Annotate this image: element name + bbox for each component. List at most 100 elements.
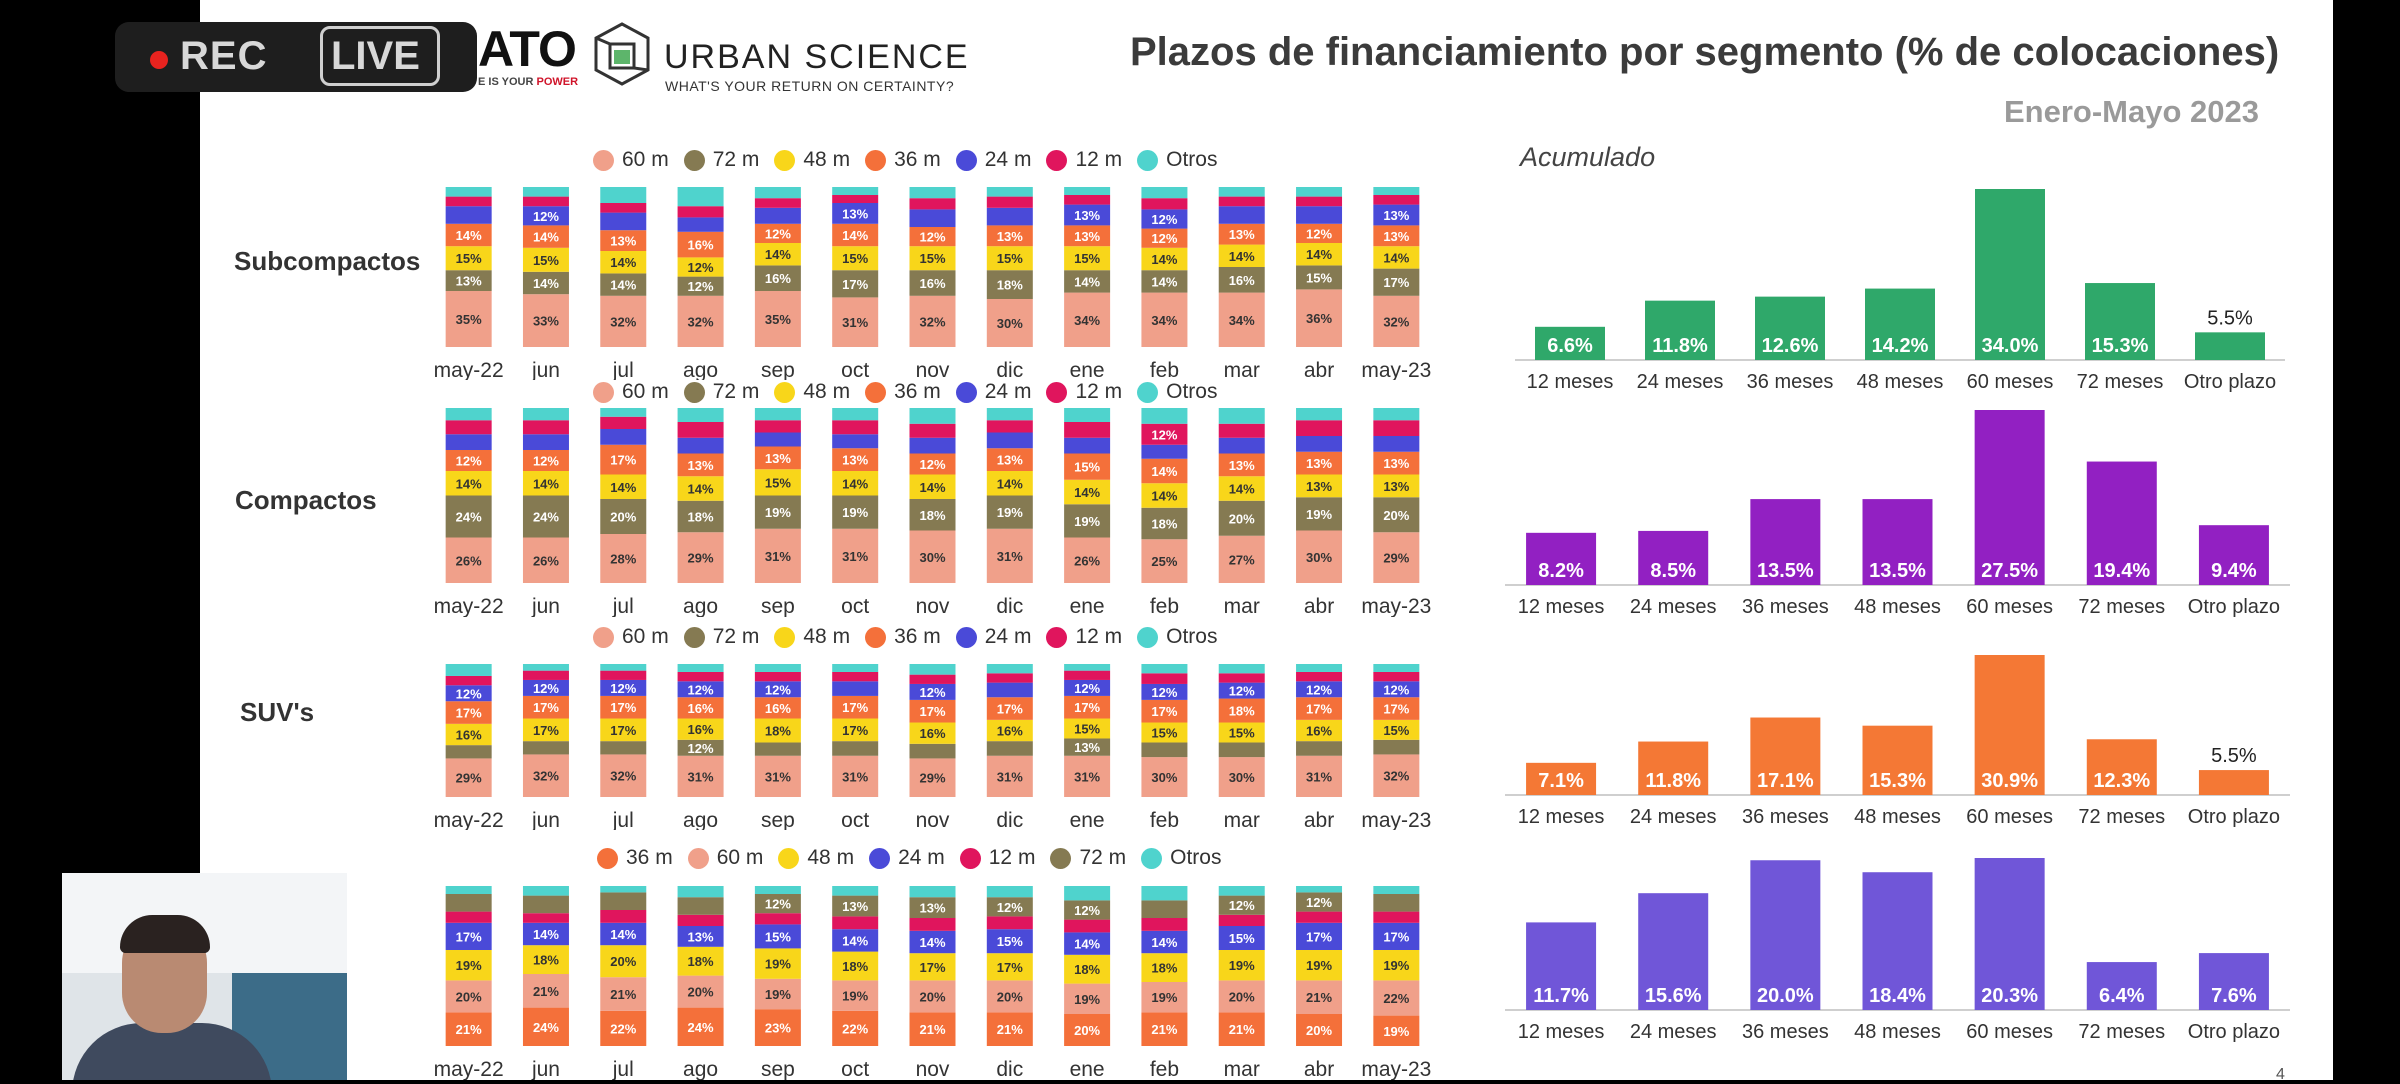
legend-swatch	[1141, 847, 1163, 869]
stacked-bar-segment	[522, 886, 569, 896]
stacked-bar-segment	[677, 755, 724, 797]
stacked-bar-segment	[1296, 697, 1343, 720]
legend-label: 48 m	[807, 846, 855, 869]
stacked-bar-segment	[832, 671, 879, 682]
stacked-bar-segment	[600, 977, 647, 1011]
stacked-data-label: 13%	[997, 453, 1023, 468]
cumulative-chart-suvs: 7.1% 12 meses 11.8% 24 meses 17.1% 36 meses 15…	[1505, 655, 2290, 828]
stacked-bar-segment	[1141, 408, 1188, 424]
stacked-data-label: 13%	[1074, 229, 1100, 244]
stacked-bar-segment	[754, 664, 801, 672]
x-tick-label: jul	[612, 1058, 634, 1080]
x-tick-label: may-23	[1361, 1058, 1431, 1080]
stacked-bar-segment	[832, 755, 879, 797]
stacked-bar-segment	[522, 718, 569, 742]
stacked-bar-segment	[986, 886, 1033, 898]
stacked-bar-segment	[1064, 225, 1111, 247]
x-tick-label: may-22	[434, 809, 504, 830]
legend-item: 48 m	[774, 625, 850, 649]
x-tick-label: may-23	[1361, 595, 1431, 617]
stacked-bar-segment	[1141, 918, 1188, 931]
x-tick-label: 48 meses	[1854, 806, 1941, 828]
stacked-data-label: 13%	[1229, 458, 1255, 473]
stacked-bar-segment	[1296, 420, 1343, 436]
urban-science-logo-icon	[594, 22, 650, 86]
stacked-bar-segment	[1141, 228, 1188, 248]
stacked-data-label: 18%	[688, 954, 714, 969]
stacked-data-label: 36%	[1306, 311, 1332, 326]
stacked-data-label: 14%	[1151, 489, 1177, 504]
stacked-bar-segment	[1296, 289, 1343, 347]
stacked-bar-segment	[522, 1007, 569, 1046]
stacked-bar-segment	[522, 225, 569, 248]
stacked-bar-segment	[1064, 187, 1111, 195]
stacked-bar-segment	[986, 980, 1033, 1013]
stacked-data-label: 17%	[842, 700, 868, 715]
stacked-data-label: 15%	[997, 251, 1023, 266]
cumulative-data-label: 17.1%	[1757, 770, 1814, 792]
stacked-bar-segment	[986, 432, 1033, 449]
stacked-bar-segment	[1064, 479, 1111, 505]
stacked-data-label: 30%	[1229, 770, 1255, 785]
stacked-data-label: 12%	[688, 741, 714, 756]
stacked-bar-segment	[1064, 919, 1111, 933]
stacked-bar-segment	[1064, 932, 1111, 955]
x-tick-label: 72 meses	[2078, 596, 2165, 618]
cumulative-data-label: 18.4%	[1869, 985, 1926, 1007]
stacked-bar-segment	[1296, 681, 1343, 698]
stacked-bar-segment	[677, 532, 724, 583]
stacked-data-label: 13%	[688, 458, 714, 473]
stacked-bar-segment	[1141, 483, 1188, 508]
stacked-bar-segment	[754, 469, 801, 496]
stacked-bar-segment	[1064, 695, 1111, 719]
stacked-data-label: 34%	[1229, 313, 1255, 328]
stacked-data-label: 13%	[1383, 479, 1409, 494]
stacked-data-label: 12%	[765, 226, 791, 241]
stacked-bar-segment	[909, 209, 956, 227]
stacked-bar-segment	[1218, 757, 1265, 797]
x-tick-label: oct	[841, 359, 869, 380]
cumulative-bar	[1975, 189, 2045, 360]
x-tick-label: 12 meses	[1518, 596, 1605, 618]
stacked-bar-segment	[1218, 950, 1265, 981]
stacked-data-label: 13%	[842, 453, 868, 468]
stacked-bar-segment	[600, 187, 647, 203]
stacked-bar-segment	[832, 951, 879, 981]
stacked-bar-segment	[1373, 1015, 1420, 1046]
stacked-data-label: 18%	[997, 278, 1023, 293]
cumulative-data-label: 20.0%	[1757, 985, 1814, 1007]
stacked-bar-segment	[522, 895, 569, 914]
stacked-bar-segment	[1064, 1014, 1111, 1046]
stacked-bar-segment	[1373, 894, 1420, 912]
stacked-bar-segment	[522, 408, 569, 421]
stacked-data-label: 31%	[997, 769, 1023, 784]
stacked-bar-segment	[754, 755, 801, 797]
stacked-bar-segment	[754, 243, 801, 266]
stacked-bar-segment	[832, 528, 879, 583]
legend-label: 24 m	[984, 148, 1032, 171]
cumulative-chart-subcompactos: 6.6% 12 meses 11.8% 24 meses 12.6% 36 meses 14…	[1515, 189, 2285, 393]
stacked-data-label: 13%	[919, 901, 945, 916]
stacked-bar-segment	[986, 270, 1033, 299]
stacked-bar-segment	[1141, 722, 1188, 743]
live-badge[interactable]	[320, 26, 440, 86]
stacked-bar-segment	[1141, 423, 1188, 445]
cumulative-chart-fourth-segment: 11.7% 12 meses 15.6% 24 meses 20.0% 36 meses 1…	[1505, 858, 2290, 1043]
cumulative-label: Acumulado	[1520, 142, 1656, 172]
stacked-data-label: 20%	[919, 989, 945, 1004]
stacked-bar-segment	[754, 187, 801, 199]
legend-item: Otros	[1137, 148, 1217, 172]
stacked-bar-segment	[522, 247, 569, 272]
stacked-bar-segment	[754, 948, 801, 979]
stacked-bar-segment	[677, 739, 724, 756]
cumulative-data-label: 8.2%	[1538, 560, 1584, 582]
stacked-bar-segment	[986, 673, 1033, 683]
stacked-bar-segment	[909, 683, 956, 700]
x-tick-label: 72 meses	[2077, 371, 2164, 393]
stacked-bar-segment	[1373, 911, 1420, 923]
stacked-bar-segment	[1373, 195, 1420, 205]
stacked-data-label: 14%	[1151, 274, 1177, 289]
stacked-bar-segment	[909, 474, 956, 499]
stacked-data-label: 20%	[1229, 511, 1255, 526]
